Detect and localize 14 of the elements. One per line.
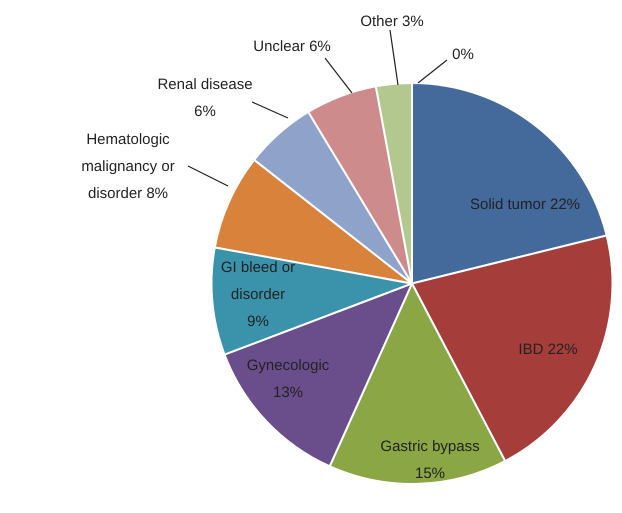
data-label: 9%: [247, 313, 269, 330]
text: 0%: [452, 46, 474, 64]
data-label: 13%: [272, 384, 304, 402]
slice-label: GI bleed or disorder: [220, 259, 296, 304]
slice-label: Renal disease: [157, 76, 253, 94]
data-label: 6%: [194, 103, 216, 120]
slice-label: Solid tumor 22%: [470, 196, 580, 214]
slice-label: Hematologic malignancy or disorder 8%: [81, 131, 175, 202]
slice-label: IBD 22%: [518, 341, 578, 358]
slice-label: Other 3%: [360, 13, 424, 30]
slice-label: Unclear 6%: [253, 38, 331, 56]
data-label: 15%: [414, 465, 446, 482]
slice-label: Gynecologic: [246, 357, 330, 374]
slice-label: Gastric bypass: [380, 438, 480, 456]
